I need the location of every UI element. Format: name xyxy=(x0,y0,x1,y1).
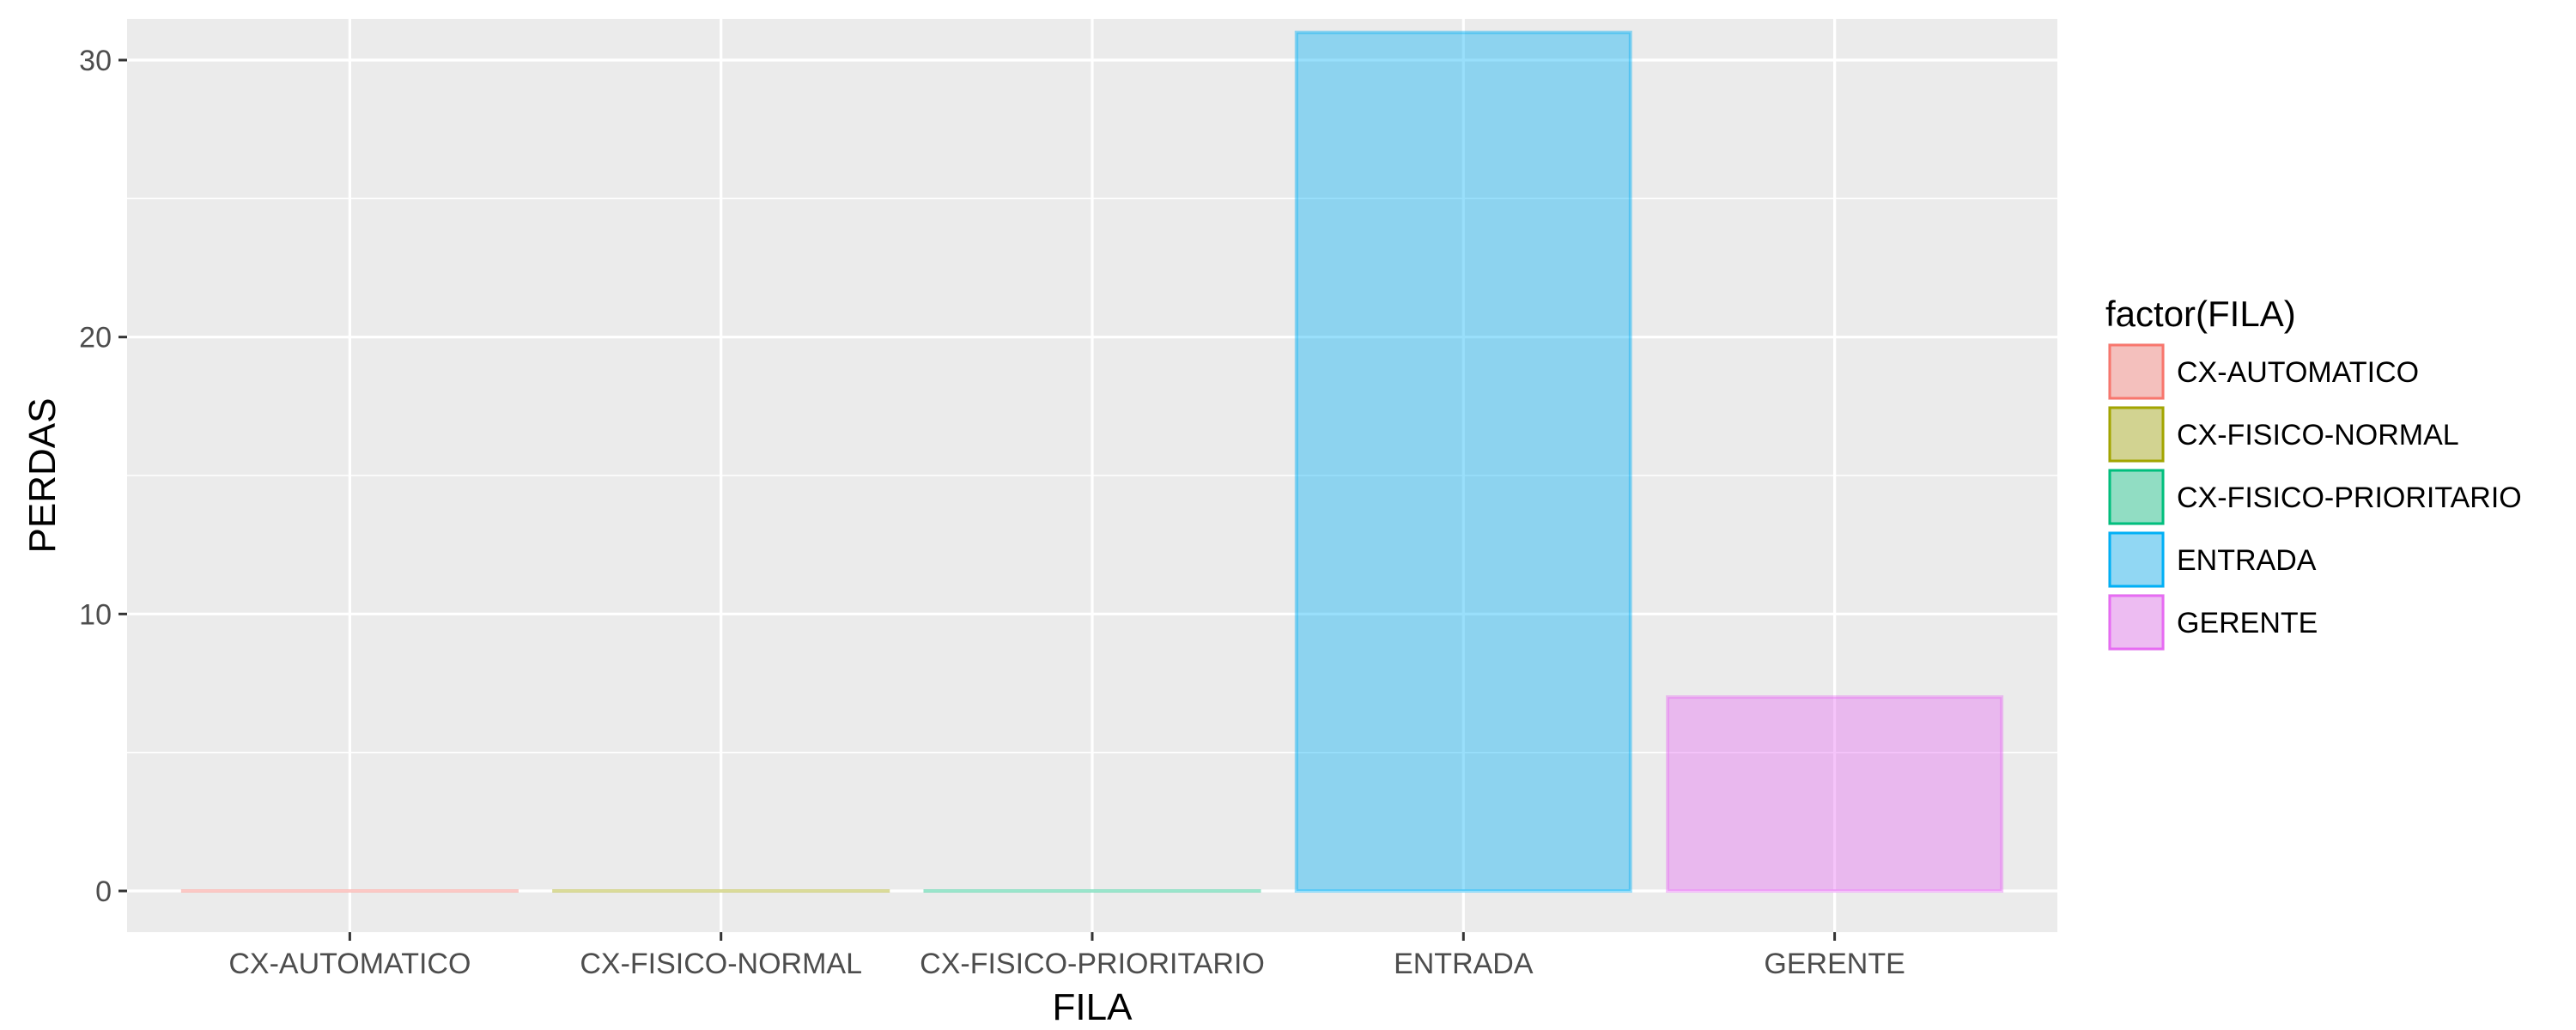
legend-key-bg xyxy=(2108,343,2165,400)
legend: factor(FILA) CX-AUTOMATICO CX-FISICO-NORM… xyxy=(2105,294,2522,651)
x-tick-label: ENTRADA xyxy=(1394,948,1534,980)
x-tick-label: CX-FISICO-PRIORITARIO xyxy=(920,948,1265,980)
y-tick-label: 10 xyxy=(79,598,112,631)
legend-key-cx-automatico xyxy=(2108,343,2165,400)
y-tick-label: 30 xyxy=(79,45,112,77)
legend-key-gerente xyxy=(2108,594,2165,651)
legend-key-entrada xyxy=(2108,531,2165,588)
bars xyxy=(180,30,2004,894)
legend-key-bg xyxy=(2108,531,2165,588)
legend-label: CX-FISICO-NORMAL xyxy=(2177,419,2459,451)
x-axis: CX-AUTOMATICO CX-FISICO-NORMAL CX-FISICO-P… xyxy=(228,932,1905,980)
legend-key-cx-fisico-prioritario xyxy=(2108,469,2165,525)
x-tick-label: GERENTE xyxy=(1764,948,1905,980)
legend-label: ENTRADA xyxy=(2177,544,2317,577)
x-tick-label: CX-AUTOMATICO xyxy=(228,948,471,980)
y-tick-label: 0 xyxy=(95,876,112,908)
x-axis-title: FILA xyxy=(1053,986,1133,1028)
y-axis: 0 10 20 30 xyxy=(79,45,127,908)
y-axis-title: PERDAS xyxy=(21,398,64,554)
legend-key-cx-fisico-normal xyxy=(2108,406,2165,463)
y-tick-label: 20 xyxy=(79,322,112,354)
legend-label: GERENTE xyxy=(2177,607,2318,639)
bar-entrada xyxy=(1294,30,1632,893)
legend-key-bg xyxy=(2108,594,2165,651)
legend-key-bg xyxy=(2108,406,2165,463)
bar-gerente xyxy=(1666,695,2004,894)
legend-title: factor(FILA) xyxy=(2105,294,2296,334)
legend-key-bg xyxy=(2108,469,2165,525)
legend-label: CX-AUTOMATICO xyxy=(2177,356,2419,389)
legend-label: CX-FISICO-PRIORITARIO xyxy=(2177,482,2522,514)
grid-lines xyxy=(127,19,2057,932)
x-tick-label: CX-FISICO-NORMAL xyxy=(580,948,862,980)
